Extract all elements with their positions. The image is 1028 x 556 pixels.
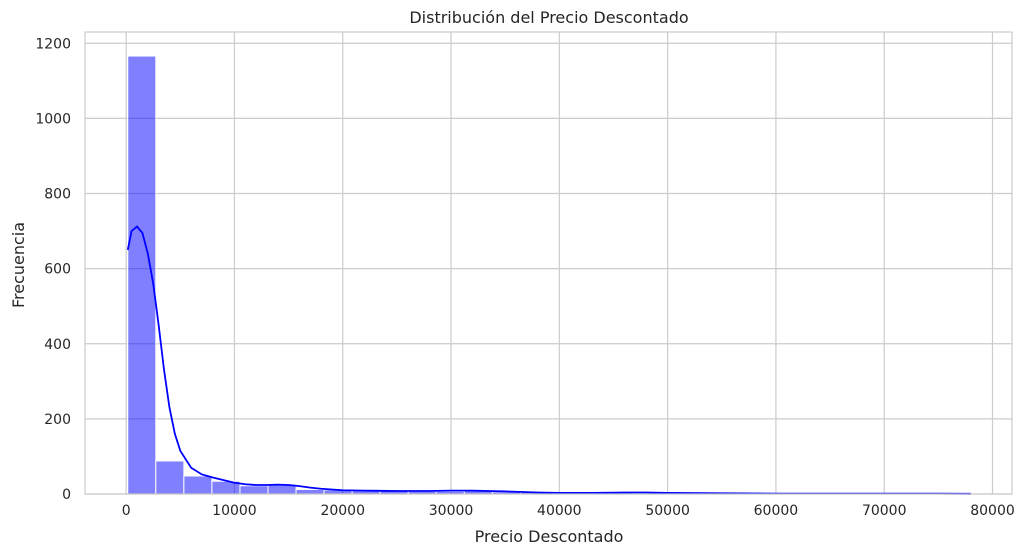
plot-frame	[84, 31, 1013, 495]
x-tick-label: 50000	[645, 503, 690, 519]
y-tick-label: 0	[62, 487, 71, 503]
y-tick-label: 200	[44, 412, 71, 428]
y-tick-labels: 0 200 400 600 800 1000 1200	[35, 36, 71, 503]
x-tick-label: 60000	[754, 503, 799, 519]
x-tick-label: 80000	[970, 503, 1015, 519]
histogram-bars	[127, 55, 970, 495]
y-tick-label: 800	[44, 187, 71, 203]
y-tick-label: 1200	[35, 36, 71, 52]
histogram-bar	[295, 488, 325, 495]
grid	[85, 32, 1012, 495]
x-tick-label: 30000	[429, 503, 474, 519]
x-tick-label: 20000	[320, 503, 365, 519]
x-axis-label: Precio Descontado	[475, 527, 624, 546]
y-tick-label: 400	[44, 337, 71, 353]
x-tick-labels: 0 10000 20000 30000 40000 50000 60000 70000 8000…	[122, 503, 1015, 519]
x-tick-label: 0	[122, 503, 131, 519]
chart-title: Distribución del Precio Descontado	[409, 8, 688, 27]
histogram-bar	[183, 475, 213, 495]
y-axis-label: Frecuencia	[9, 222, 28, 308]
x-tick-label: 10000	[212, 503, 257, 519]
kde-curve	[126, 225, 971, 495]
x-tick-label: 70000	[862, 503, 907, 519]
y-tick-label: 600	[44, 262, 71, 278]
x-tick-label: 40000	[537, 503, 582, 519]
y-tick-label: 1000	[35, 111, 71, 127]
histogram-bar	[239, 485, 269, 495]
histogram-bar	[155, 460, 185, 495]
